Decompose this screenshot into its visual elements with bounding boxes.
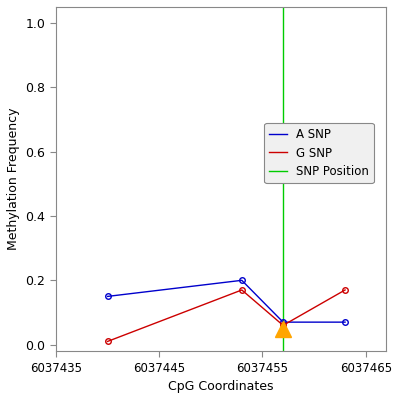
Y-axis label: Methylation Frequency: Methylation Frequency: [7, 108, 20, 250]
X-axis label: CpG Coordinates: CpG Coordinates: [168, 380, 274, 393]
Legend: A SNP, G SNP, SNP Position: A SNP, G SNP, SNP Position: [264, 123, 374, 183]
